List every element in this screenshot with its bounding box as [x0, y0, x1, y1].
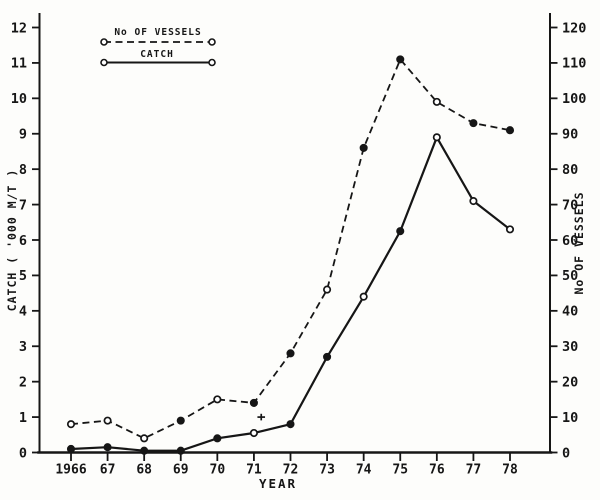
plus-annotation [257, 413, 266, 421]
series-catch-marker [66, 444, 76, 454]
left-tick-label: 0 [19, 445, 27, 461]
series-vessels-line [70, 57, 511, 440]
left-axis-title: CATCH ( '000 M/T ) [5, 168, 19, 312]
left-tick-label: 1 [19, 410, 27, 426]
series-catch-marker [469, 196, 478, 206]
x-tick-label: 73 [319, 463, 335, 478]
left-tick-label: 4 [19, 304, 27, 320]
series-catch-marker [249, 428, 258, 438]
series-vessels-marker [249, 398, 258, 407]
series-catch-marker [505, 225, 515, 234]
series-catch-marker [432, 133, 441, 142]
x-tick-label: 74 [356, 463, 372, 478]
right-tick-label: 10 [562, 410, 578, 426]
x-tick-label: 78 [502, 463, 518, 478]
series-vessels-marker [213, 395, 222, 404]
right-tick-label: 110 [562, 56, 586, 72]
x-tick-label: 71 [246, 463, 262, 478]
right-tick-label: 30 [562, 339, 578, 355]
right-tick-label: 50 [562, 268, 578, 284]
series-catch-marker [323, 352, 332, 361]
x-tick-label: 1966 [55, 463, 86, 478]
series-vessels-marker [66, 420, 76, 429]
series-catch-line [70, 134, 511, 452]
series-catch-marker [359, 292, 368, 301]
right-tick-label: 120 [562, 20, 586, 36]
series-vessels [66, 55, 515, 443]
series-vessels-marker [432, 97, 441, 106]
right-axis-title: No OF VESSELS [572, 191, 586, 295]
legend-entry-vessels-label: No OF VESSELS [114, 27, 202, 38]
x-tick-label: 67 [100, 463, 116, 478]
legend-marker [100, 38, 108, 46]
right-tick-label: 90 [562, 127, 578, 143]
right-tick-label: 60 [562, 233, 578, 249]
legend-entry-catch-label: CATCH [140, 49, 174, 60]
axes [37, 13, 553, 454]
right-tick-label: 80 [562, 162, 578, 178]
left-tick-label: 9 [19, 127, 27, 143]
series-vessels-marker [176, 416, 185, 425]
series-catch [66, 133, 515, 455]
right-axis-ticks: 0 10 20 30 40 50 60 70 80 90 100 110 120 [550, 20, 586, 461]
left-tick-label: 8 [19, 162, 27, 178]
x-tick-label: 68 [136, 463, 152, 478]
series-vessels-marker [140, 434, 149, 443]
series-vessels-marker [469, 119, 478, 128]
series-vessels-marker [103, 416, 112, 425]
series-catch-marker [286, 420, 295, 429]
series-vessels-marker [323, 285, 332, 294]
x-tick-label: 72 [283, 463, 299, 478]
x-tick-label: 69 [173, 463, 189, 478]
series-catch-marker [140, 446, 149, 455]
left-tick-label: 11 [11, 56, 27, 72]
right-tick-label: 20 [562, 374, 578, 390]
x-axis-ticks: 1966 67 68 69 70 71 72 73 74 75 76 77 78 [55, 453, 518, 478]
series-catch-marker [396, 227, 405, 236]
x-tick-label: 70 [210, 463, 226, 478]
series-catch-marker [103, 443, 112, 452]
right-tick-label: 0 [562, 445, 570, 461]
left-tick-label: 2 [19, 374, 27, 390]
left-tick-label: 3 [19, 339, 27, 355]
legend-marker [208, 38, 216, 46]
legend-marker [100, 58, 108, 67]
series-vessels-marker [286, 349, 295, 358]
legend-marker [208, 58, 216, 67]
series-catch-marker [213, 434, 222, 443]
left-tick-label: 6 [19, 233, 27, 249]
series-catch-marker [176, 446, 185, 455]
left-tick-label: 5 [19, 268, 27, 284]
series-vessels-marker [359, 143, 368, 152]
x-axis-title: YEAR [258, 476, 298, 491]
x-tick-label: 75 [392, 463, 408, 478]
x-tick-label: 76 [429, 463, 445, 478]
right-tick-label: 70 [562, 197, 578, 213]
left-tick-label: 7 [19, 197, 27, 213]
right-tick-label: 40 [562, 304, 578, 320]
right-tick-label: 100 [562, 91, 586, 107]
legend-key [100, 38, 216, 67]
left-tick-label: 12 [11, 20, 27, 36]
series-vessels-marker [505, 126, 515, 135]
x-tick-label: 77 [466, 463, 482, 478]
left-tick-label: 10 [11, 91, 27, 107]
series-vessels-marker [396, 55, 405, 64]
